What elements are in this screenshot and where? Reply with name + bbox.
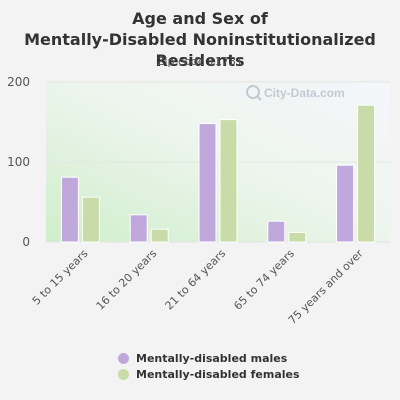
x-tick-label: 21 to 64 years — [162, 247, 228, 313]
legend-swatch-females — [118, 368, 129, 380]
legend-swatch-males — [118, 352, 129, 364]
bar — [60, 176, 79, 243]
chart-title: Age and Sex of Mentally-Disabled Noninsti… — [24, 9, 376, 70]
bar — [150, 228, 169, 243]
y-tick-label: 100 — [7, 155, 30, 169]
bar — [219, 119, 238, 243]
watermark: City-Data.com — [246, 85, 345, 101]
x-tick-label: 65 to 74 years — [231, 247, 297, 313]
x-tick-label: 75 years and over — [286, 247, 366, 327]
x-tick-label: 5 to 15 years — [30, 247, 91, 308]
legend-item-females: Mentally-disabled females — [118, 366, 300, 382]
bar — [81, 196, 100, 243]
bar — [336, 164, 355, 243]
bar — [198, 123, 217, 243]
chart-subtitle: Zip code 11731 — [156, 55, 244, 68]
legend-label-females: Mentally-disabled females — [136, 367, 300, 381]
y-tick-label: 200 — [7, 75, 30, 89]
bar — [129, 214, 148, 243]
legend-label-males: Mentally-disabled males — [136, 351, 288, 365]
legend-item-males: Mentally-disabled males — [118, 350, 300, 366]
y-tick-label: 0 — [22, 235, 30, 249]
bar — [357, 104, 376, 243]
x-tick-label: 16 to 20 years — [94, 247, 160, 313]
watermark-text: City-Data.com — [264, 86, 345, 100]
chart-legend: Mentally-disabled males Mentally-disable… — [118, 350, 300, 382]
bar — [267, 220, 286, 243]
bar — [288, 231, 307, 243]
